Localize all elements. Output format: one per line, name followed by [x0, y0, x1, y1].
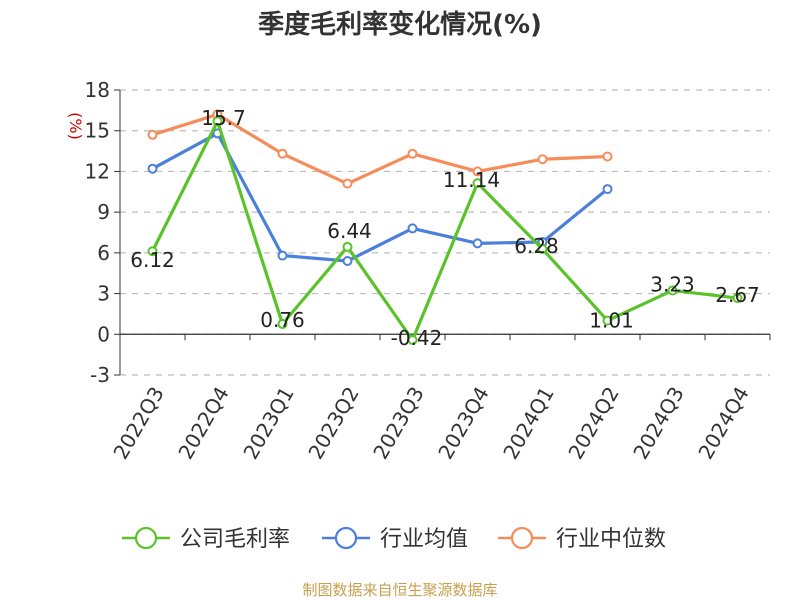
- series-point: [472, 238, 483, 249]
- legend-swatch-marker: [134, 526, 158, 550]
- data-label: -0.42: [391, 326, 443, 350]
- series-point: [732, 293, 743, 304]
- series-point: [407, 334, 418, 345]
- series-point: [212, 116, 223, 127]
- legend-swatch-marker: [334, 526, 358, 550]
- data-label: 6.44: [327, 219, 372, 243]
- x-tick-label: 2023Q3: [368, 383, 428, 464]
- series-point: [407, 223, 418, 234]
- data-label: 0.76: [260, 308, 305, 332]
- series-line: [152, 112, 608, 186]
- series-point: [472, 178, 483, 189]
- data-label: 11.14: [443, 168, 500, 192]
- series-point: [147, 246, 158, 257]
- x-tick-label: 2023Q4: [433, 383, 493, 464]
- y-axis-unit: (%): [66, 112, 85, 140]
- x-tick-label: 2024Q3: [628, 383, 688, 464]
- x-tick-label: 2024Q4: [693, 383, 753, 464]
- series-point: [537, 244, 548, 255]
- series-point: [342, 256, 353, 266]
- legend-item[interactable]: 公司毛利率: [122, 526, 290, 552]
- legend-swatch-marker: [510, 526, 534, 550]
- data-label: 1.01: [589, 309, 634, 333]
- x-tick-label: 2023Q1: [238, 383, 298, 464]
- series-point: [277, 318, 288, 329]
- x-tick-label: 2024Q2: [563, 383, 623, 464]
- y-tick-label: 12: [85, 159, 110, 183]
- data-label: 2.67: [715, 283, 760, 307]
- legend-label: 公司毛利率: [180, 527, 290, 552]
- series-point: [602, 151, 613, 162]
- chart-title: 季度毛利率变化情况(%): [258, 9, 542, 40]
- x-tick-label: 2023Q2: [303, 383, 363, 464]
- series-point: [277, 148, 288, 159]
- y-tick-label: 18: [85, 78, 110, 102]
- series-point: [667, 285, 678, 296]
- series-point: [602, 315, 613, 326]
- data-label: 6.12: [130, 248, 175, 272]
- x-tick-label: 2022Q3: [108, 383, 168, 464]
- series-point: [472, 166, 483, 177]
- y-tick-label: 3: [97, 282, 110, 306]
- series-point: [342, 241, 353, 252]
- data-label: 15.7: [201, 106, 246, 130]
- x-tick-label: 2024Q1: [498, 383, 558, 464]
- series-point: [147, 129, 158, 140]
- y-tick-label: 6: [97, 241, 110, 265]
- y-tick-label: -3: [90, 363, 110, 387]
- source-note: 制图数据来自恒生聚源数据库: [302, 581, 497, 599]
- data-label: 3.23: [650, 272, 695, 296]
- y-tick-label: 9: [97, 200, 110, 224]
- legend-item[interactable]: 行业中位数: [498, 526, 666, 552]
- legend-label: 行业均值: [380, 527, 468, 552]
- legend-item[interactable]: 行业均值: [322, 526, 468, 552]
- data-label: 6.28: [514, 234, 559, 258]
- series-point: [277, 250, 288, 261]
- legend-label: 行业中位数: [556, 527, 666, 552]
- legend: 公司毛利率 行业均值 行业中位数: [122, 526, 666, 552]
- x-tick-label: 2022Q4: [173, 383, 233, 464]
- series-point: [342, 178, 353, 189]
- series: [147, 109, 743, 345]
- series-point: [602, 184, 613, 195]
- series-line: [151, 119, 738, 342]
- data-labels: 6.12 15.7 0.76 6.44 -0.42 11.14 6.28 1.01 3.23 2.…: [130, 106, 760, 350]
- series-point: [537, 154, 548, 165]
- y-tick-label: 0: [97, 322, 110, 346]
- series-point: [147, 163, 158, 174]
- series-point: [407, 148, 418, 159]
- y-tick-label: 15: [85, 119, 110, 143]
